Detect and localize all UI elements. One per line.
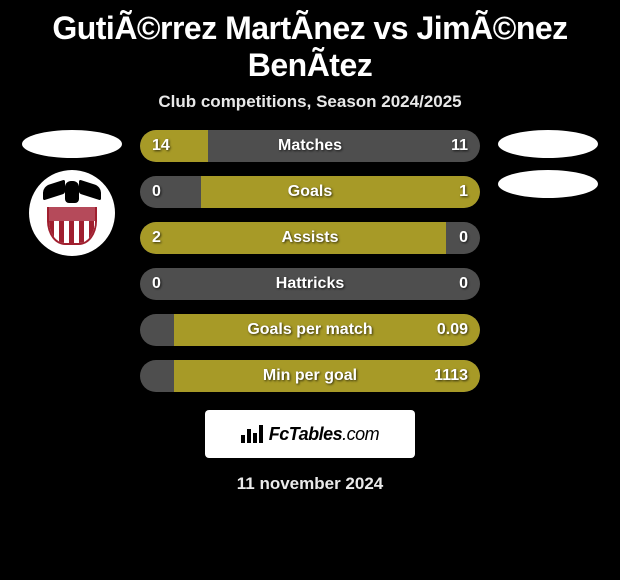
player-photo-placeholder [22, 130, 122, 158]
player-photo-placeholder [498, 130, 598, 158]
metric-value-right: 1113 [434, 367, 468, 385]
club-crest-icon [29, 170, 115, 256]
metric-bar: 1113 Min per goal [140, 360, 480, 392]
source-logo: FcTables.com [205, 410, 415, 458]
metric-value-left: 0 [152, 275, 161, 293]
metric-bar: 0 1 Goals [140, 176, 480, 208]
source-logo-text: FcTables.com [269, 424, 379, 445]
metric-label: Goals [288, 183, 332, 201]
metric-bar: 0.09 Goals per match [140, 314, 480, 346]
metric-bars: 14 11 Matches 0 1 Goals 2 0 Assists 0 0 Hattricks 0.… [140, 130, 480, 392]
comparison-panel: 14 11 Matches 0 1 Goals 2 0 Assists 0 0 Hattricks 0.… [0, 130, 620, 392]
metric-label: Hattricks [276, 275, 344, 293]
metric-bar: 0 0 Hattricks [140, 268, 480, 300]
club-crest-placeholder [498, 170, 598, 198]
metric-label: Min per goal [263, 367, 357, 385]
snapshot-date: 11 november 2024 [0, 458, 620, 494]
metric-value-left: 2 [152, 229, 161, 247]
metric-fill-right [201, 176, 480, 208]
right-player-column [498, 130, 598, 198]
metric-label: Goals per match [247, 321, 372, 339]
metric-label: Assists [282, 229, 339, 247]
metric-bar: 2 0 Assists [140, 222, 480, 254]
metric-label: Matches [278, 137, 342, 155]
metric-value-left: 14 [152, 137, 170, 155]
metric-value-left: 0 [152, 183, 161, 201]
page-title: GutiÃ©rrez MartÃ­nez vs JimÃ©nez BenÃ­te… [0, 0, 620, 86]
left-player-column [22, 130, 122, 256]
metric-value-right: 0 [459, 229, 468, 247]
page-subtitle: Club competitions, Season 2024/2025 [0, 86, 620, 130]
metric-value-right: 0 [459, 275, 468, 293]
bar-chart-icon [241, 425, 263, 443]
metric-fill-left [140, 130, 208, 162]
metric-bar: 14 11 Matches [140, 130, 480, 162]
metric-value-right: 1 [459, 183, 468, 201]
metric-value-right: 0.09 [437, 321, 468, 339]
metric-value-right: 11 [451, 137, 468, 155]
